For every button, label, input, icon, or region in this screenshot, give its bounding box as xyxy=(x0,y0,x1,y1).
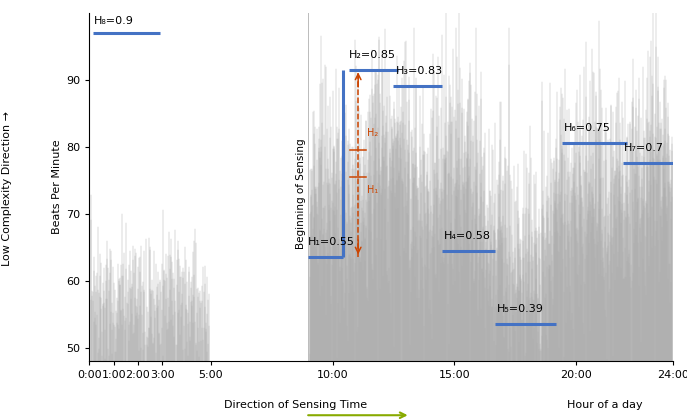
Text: Direction of Sensing Time: Direction of Sensing Time xyxy=(224,399,367,409)
Text: Hour of a day: Hour of a day xyxy=(567,399,642,409)
Y-axis label: Beats Per Minute: Beats Per Minute xyxy=(52,139,62,234)
Text: Low Complexity Direction →: Low Complexity Direction → xyxy=(2,111,12,267)
Text: H₈=0.9: H₈=0.9 xyxy=(94,16,134,26)
Text: H₃=0.83: H₃=0.83 xyxy=(396,66,442,76)
Text: Beginning of Sensing: Beginning of Sensing xyxy=(296,138,306,249)
Text: H₁: H₁ xyxy=(368,185,379,195)
Text: H₇=0.7: H₇=0.7 xyxy=(624,143,664,153)
Text: H₄=0.58: H₄=0.58 xyxy=(444,231,491,241)
Text: H₂=0.85: H₂=0.85 xyxy=(349,50,396,60)
Text: H₅=0.39: H₅=0.39 xyxy=(497,304,543,314)
Text: H₂: H₂ xyxy=(368,128,379,138)
Text: H₆=0.75: H₆=0.75 xyxy=(564,123,611,133)
Text: H₁=0.55: H₁=0.55 xyxy=(308,237,355,247)
